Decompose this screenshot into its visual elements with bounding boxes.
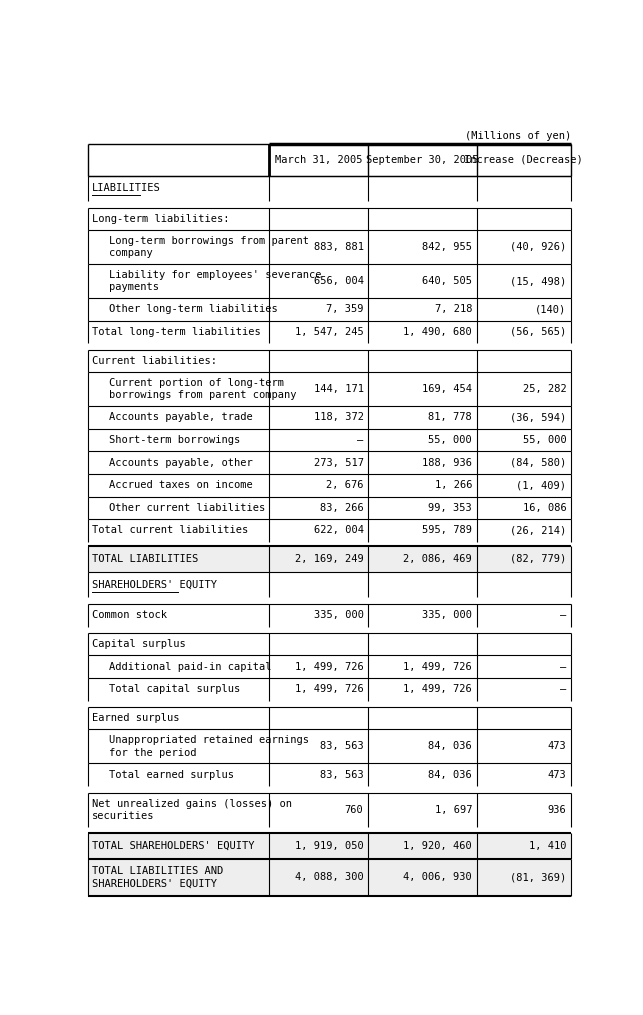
Bar [88,546,571,571]
Text: Earned surplus: Earned surplus [92,714,179,724]
Text: 1, 547, 245: 1, 547, 245 [294,327,363,337]
Text: Total capital surplus: Total capital surplus [109,684,240,694]
Text: 7, 359: 7, 359 [326,304,363,315]
Text: 1, 697: 1, 697 [435,805,472,815]
Text: Long-term borrowings from parent: Long-term borrowings from parent [109,235,309,246]
Text: Capital surplus: Capital surplus [92,639,186,650]
Text: 622, 004: 622, 004 [314,526,363,536]
Text: (84, 580): (84, 580) [510,458,566,468]
Text: 1, 920, 460: 1, 920, 460 [403,841,472,852]
Text: 118, 372: 118, 372 [314,412,363,422]
Text: TOTAL SHAREHOLDERS' EQUITY: TOTAL SHAREHOLDERS' EQUITY [92,841,255,852]
Text: –: – [560,684,566,694]
Text: (81, 369): (81, 369) [510,872,566,882]
Text: TOTAL LIABILITIES: TOTAL LIABILITIES [92,554,198,564]
Text: (56, 565): (56, 565) [510,327,566,337]
Text: 1, 490, 680: 1, 490, 680 [403,327,472,337]
Text: 144, 171: 144, 171 [314,384,363,394]
Text: (82, 779): (82, 779) [510,554,566,564]
Text: 83, 563: 83, 563 [320,741,363,751]
Text: 25, 282: 25, 282 [523,384,566,394]
Text: 84, 036: 84, 036 [428,769,472,780]
Text: (Millions of yen): (Millions of yen) [465,131,571,141]
Text: 640, 505: 640, 505 [422,276,472,286]
Text: 842, 955: 842, 955 [422,242,472,252]
Text: 188, 936: 188, 936 [422,458,472,468]
Text: –: – [560,610,566,620]
Bar [88,859,571,895]
Text: 335, 000: 335, 000 [314,610,363,620]
Text: (26, 214): (26, 214) [510,526,566,536]
Text: 2, 086, 469: 2, 086, 469 [403,554,472,564]
Text: Accrued taxes on income: Accrued taxes on income [109,480,253,490]
Text: (15, 498): (15, 498) [510,276,566,286]
Text: SHAREHOLDERS' EQUITY: SHAREHOLDERS' EQUITY [92,580,217,590]
Text: Total current liabilities: Total current liabilities [92,526,248,536]
Text: Other current liabilities: Other current liabilities [109,502,266,513]
Text: September 30, 2005: September 30, 2005 [367,154,479,164]
Text: borrowings from parent company: borrowings from parent company [109,391,296,400]
Text: –: – [560,662,566,672]
Text: (36, 594): (36, 594) [510,412,566,422]
Text: 4, 006, 930: 4, 006, 930 [403,872,472,882]
Text: payments: payments [109,282,159,292]
Text: 2, 169, 249: 2, 169, 249 [294,554,363,564]
Text: 595, 789: 595, 789 [422,526,472,536]
Text: Unappropriated retained earnings: Unappropriated retained earnings [109,735,309,745]
Text: SHAREHOLDERS' EQUITY: SHAREHOLDERS' EQUITY [92,879,217,889]
Text: 1, 266: 1, 266 [435,480,472,490]
Text: 936: 936 [548,805,566,815]
Text: 169, 454: 169, 454 [422,384,472,394]
Text: Short-term borrowings: Short-term borrowings [109,435,240,445]
Text: 1, 499, 726: 1, 499, 726 [403,662,472,672]
Text: 1, 499, 726: 1, 499, 726 [294,662,363,672]
Text: 16, 086: 16, 086 [523,502,566,513]
Text: 81, 778: 81, 778 [428,412,472,422]
Text: 55, 000: 55, 000 [523,435,566,445]
Text: (1, 409): (1, 409) [516,480,566,490]
Text: 656, 004: 656, 004 [314,276,363,286]
Text: securities: securities [92,811,154,821]
Text: 7, 218: 7, 218 [435,304,472,315]
Text: Increase (Decrease): Increase (Decrease) [464,154,583,164]
Text: 760: 760 [345,805,363,815]
Text: 1, 499, 726: 1, 499, 726 [294,684,363,694]
Text: 1, 919, 050: 1, 919, 050 [294,841,363,852]
Text: Total earned surplus: Total earned surplus [109,769,234,780]
Text: 883, 881: 883, 881 [314,242,363,252]
Text: –: – [358,435,363,445]
Text: March 31, 2005: March 31, 2005 [275,154,363,164]
Text: 1, 410: 1, 410 [529,841,566,852]
Text: LIABILITIES: LIABILITIES [92,184,161,193]
Text: Accounts payable, other: Accounts payable, other [109,458,253,468]
Text: 273, 517: 273, 517 [314,458,363,468]
Text: company: company [109,248,153,258]
Text: 335, 000: 335, 000 [422,610,472,620]
Text: 55, 000: 55, 000 [428,435,472,445]
Text: 1, 499, 726: 1, 499, 726 [403,684,472,694]
Text: Current portion of long-term: Current portion of long-term [109,378,284,388]
Text: Long-term liabilities:: Long-term liabilities: [92,214,230,224]
Text: 473: 473 [548,769,566,780]
Text: Net unrealized gains (losses) on: Net unrealized gains (losses) on [92,799,292,809]
Text: for the period: for the period [109,747,197,757]
Text: 99, 353: 99, 353 [428,502,472,513]
Text: 84, 036: 84, 036 [428,741,472,751]
Text: Other long-term liabilities: Other long-term liabilities [109,304,278,315]
Text: 2, 676: 2, 676 [326,480,363,490]
Bar [88,833,571,859]
Text: Accounts payable, trade: Accounts payable, trade [109,412,253,422]
Text: TOTAL LIABILITIES AND: TOTAL LIABILITIES AND [92,866,223,876]
Text: 83, 563: 83, 563 [320,769,363,780]
Text: Current liabilities:: Current liabilities: [92,356,217,366]
Text: (140): (140) [535,304,566,315]
Text: 473: 473 [548,741,566,751]
Text: 83, 266: 83, 266 [320,502,363,513]
Text: Common stock: Common stock [92,610,167,620]
Text: Additional paid-in capital: Additional paid-in capital [109,662,271,672]
Text: 4, 088, 300: 4, 088, 300 [294,872,363,882]
Text: Liability for employees' severance: Liability for employees' severance [109,270,322,280]
Text: (40, 926): (40, 926) [510,242,566,252]
Text: Total long-term liabilities: Total long-term liabilities [92,327,261,337]
